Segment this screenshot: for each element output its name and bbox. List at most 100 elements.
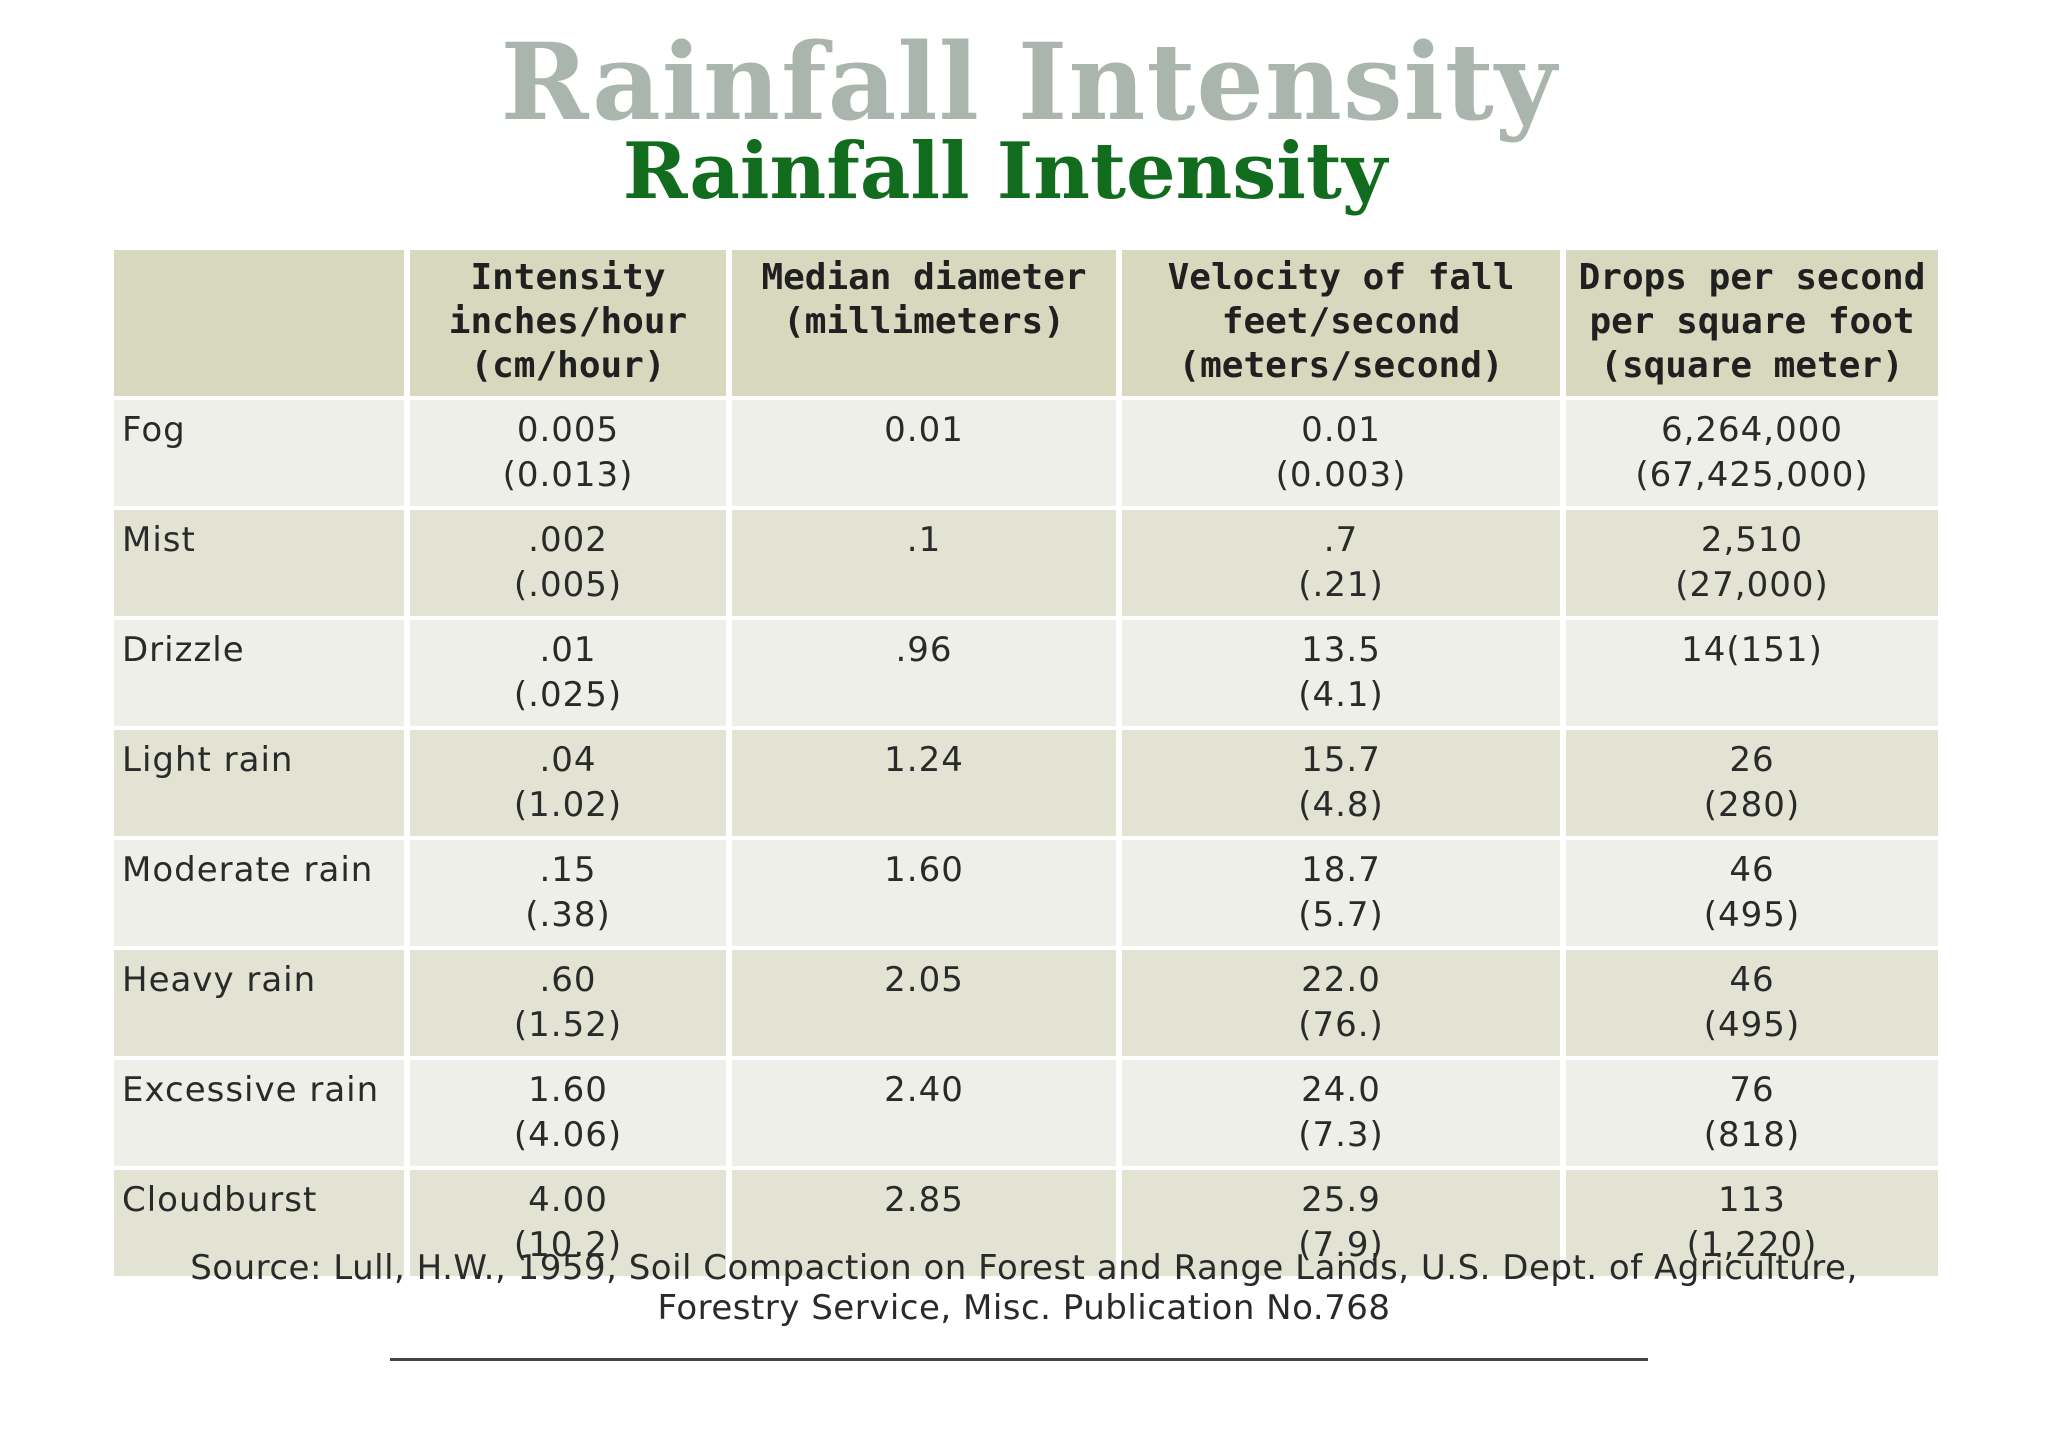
drops-cell: 76 (818) [1566, 1060, 1938, 1166]
drops-cell: 14(151) [1566, 620, 1938, 726]
velocity-cell: 13.5 (4.1) [1122, 620, 1560, 726]
cell-line: (.005) [513, 565, 623, 605]
cell-line: 4.00 [528, 1180, 608, 1220]
cell-line: 2.05 [884, 960, 964, 1000]
drops-cell: 46 (495) [1566, 950, 1938, 1056]
header-velocity: Velocity of fall feet/second (meters/sec… [1122, 250, 1560, 396]
cell-line: 76 [1729, 1070, 1775, 1110]
source-line-1: Source: Lull, H.W., 1959, Soil Compactio… [190, 1248, 1858, 1288]
cell-line: (4.8) [1298, 785, 1384, 825]
table-row: Fog 0.005 (0.013) 0.01 0.01 (0.003) 6,264,000 (… [114, 400, 1938, 506]
cell-line: 18.7 [1301, 850, 1381, 890]
intensity-cell: .15 (.38) [410, 840, 726, 946]
table-header-row: Intensity inches/hour (cm/hour) Median d… [114, 250, 1938, 396]
cell-line: 1.60 [884, 850, 964, 890]
title-shadow: Rainfall Intensity [500, 19, 1558, 144]
cell-line: (7.3) [1298, 1115, 1384, 1155]
cell-line: (7.9) [1298, 1225, 1384, 1265]
velocity-cell: .7 (.21) [1122, 510, 1560, 616]
cell-line: (1,220) [1686, 1225, 1818, 1265]
cell-line: 0.01 [1301, 410, 1381, 450]
cell-line: (0.013) [502, 455, 634, 495]
cell-line: (818) [1703, 1115, 1801, 1155]
cell-line: 0.005 [516, 410, 620, 450]
diameter-cell: 1.24 [732, 730, 1116, 836]
diameter-cell: 2.05 [732, 950, 1116, 1056]
cell-line: 1.60 [528, 1070, 608, 1110]
table-row: Heavy rain .60 (1.52) 2.05 22.0 (76.) 46 (495) [114, 950, 1938, 1056]
cell-line: 2,510 [1700, 520, 1804, 560]
cell-line: 6,264,000 [1660, 410, 1844, 450]
intensity-cell: 1.60 (4.06) [410, 1060, 726, 1166]
header-empty-cell [114, 250, 404, 396]
cell-line: 15.7 [1301, 740, 1381, 780]
row-label: Cloudburst [114, 1170, 404, 1276]
diameter-cell: 1.60 [732, 840, 1116, 946]
cell-line: 2.40 [884, 1070, 964, 1110]
velocity-cell: 22.0 (76.) [1122, 950, 1560, 1056]
cell-line: (0.003) [1275, 455, 1407, 495]
row-label: Moderate rain [114, 840, 404, 946]
drops-cell: 113 (1,220) [1566, 1170, 1938, 1276]
velocity-cell: 25.9 (7.9) [1122, 1170, 1560, 1276]
intensity-cell: 0.005 (0.013) [410, 400, 726, 506]
velocity-cell: 0.01 (0.003) [1122, 400, 1560, 506]
header-median-diameter: Median diameter (millimeters) [732, 250, 1116, 396]
cell-line: 46 [1729, 850, 1775, 890]
header-drops: Drops per second per square foot (square… [1566, 250, 1938, 396]
intensity-cell: .002 (.005) [410, 510, 726, 616]
divider-line [390, 1358, 1648, 1361]
cell-line: 2.85 [884, 1180, 964, 1220]
cell-line: .01 [539, 630, 597, 670]
cell-line: .60 [539, 960, 597, 1000]
page-title: Rainfall Intensity [622, 126, 1388, 217]
intensity-cell: .01 (.025) [410, 620, 726, 726]
cell-line: 113 [1718, 1180, 1786, 1220]
row-label: Light rain [114, 730, 404, 836]
cell-line: 24.0 [1301, 1070, 1381, 1110]
cell-line: 46 [1729, 960, 1775, 1000]
cell-line: (10.2) [513, 1225, 623, 1265]
source-line-2: Forestry Service, Misc. Publication No.7… [657, 1288, 1391, 1328]
source-citation: Source: Lull, H.W., 1959, Soil Compactio… [0, 1248, 2048, 1328]
row-label: Mist [114, 510, 404, 616]
cell-line: 25.9 [1301, 1180, 1381, 1220]
table-row: Cloudburst 4.00 (10.2) 2.85 25.9 (7.9) 113 (1,2… [114, 1170, 1938, 1276]
cell-line: (1.52) [513, 1005, 623, 1045]
diameter-cell: .96 [732, 620, 1116, 726]
intensity-cell: .04 (1.02) [410, 730, 726, 836]
table-row: Excessive rain 1.60 (4.06) 2.40 24.0 (7.3) 76 (… [114, 1060, 1938, 1166]
cell-line: (67,425,000) [1635, 455, 1869, 495]
cell-line: 14(151) [1681, 630, 1823, 670]
cell-line: (5.7) [1298, 895, 1384, 935]
table-row: Light rain .04 (1.02) 1.24 15.7 (4.8) 26 (280) [114, 730, 1938, 836]
intensity-cell: 4.00 (10.2) [410, 1170, 726, 1276]
cell-line: (495) [1703, 895, 1801, 935]
row-label: Drizzle [114, 620, 404, 726]
cell-line: (.38) [525, 895, 611, 935]
velocity-cell: 18.7 (5.7) [1122, 840, 1560, 946]
cell-line: 26 [1729, 740, 1775, 780]
diameter-cell: 0.01 [732, 400, 1116, 506]
cell-line: (1.02) [513, 785, 623, 825]
cell-line: 1.24 [884, 740, 964, 780]
row-label: Fog [114, 400, 404, 506]
header-intensity: Intensity inches/hour (cm/hour) [410, 250, 726, 396]
cell-line: .96 [895, 630, 953, 670]
intensity-cell: .60 (1.52) [410, 950, 726, 1056]
cell-line: (4.06) [513, 1115, 623, 1155]
row-label: Excessive rain [114, 1060, 404, 1166]
cell-line: (76.) [1298, 1005, 1384, 1045]
diameter-cell: 2.85 [732, 1170, 1116, 1276]
table-row: Moderate rain .15 (.38) 1.60 18.7 (5.7) 46 (495… [114, 840, 1938, 946]
table-body: Fog 0.005 (0.013) 0.01 0.01 (0.003) 6,264,000 (… [114, 400, 1938, 1276]
cell-line: 22.0 [1301, 960, 1381, 1000]
cell-line: .04 [539, 740, 597, 780]
cell-line: 13.5 [1301, 630, 1381, 670]
rainfall-table: Intensity inches/hour (cm/hour) Median d… [108, 246, 1944, 1280]
velocity-cell: 15.7 (4.8) [1122, 730, 1560, 836]
cell-line: 0.01 [884, 410, 964, 450]
cell-line: (.025) [513, 675, 623, 715]
diameter-cell: .1 [732, 510, 1116, 616]
